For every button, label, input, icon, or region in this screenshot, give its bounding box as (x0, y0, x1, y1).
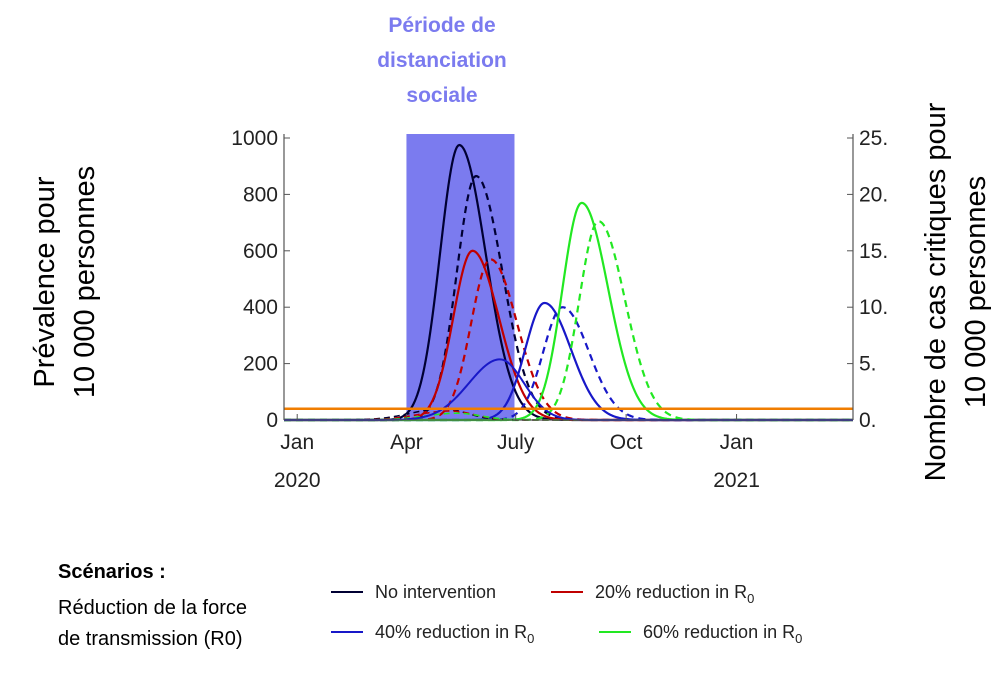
series-line-solid (284, 249, 853, 422)
scenarios-subtitle: Réduction de la force de transmission (R… (58, 593, 318, 655)
series-line-solid (284, 143, 853, 422)
scenarios-subtitle-line: Réduction de la force (58, 597, 248, 619)
legend-label-subscript: 0 (795, 631, 802, 646)
legend-label: 60% reduction in R0 (643, 622, 802, 646)
y-right-tick-label: 0. (859, 409, 877, 432)
legend-label-subscript: 0 (747, 591, 754, 606)
series-line-dashed (284, 306, 853, 422)
x-tick-label: Jan (720, 431, 754, 454)
x-tick-label: July (497, 431, 535, 454)
legend-label: 40% reduction in R0 (375, 622, 534, 646)
y-left-axis-label: Prévalence pour 10 000 personnes (25, 82, 105, 482)
distancing-period-label: Période de distanciation sociale (342, 8, 542, 113)
x-tick-label: Apr (390, 431, 423, 454)
series-line-solid (284, 301, 853, 422)
y-right-label-line: 10 000 personnes (960, 175, 992, 409)
y-right-tick-label: 25. (859, 127, 888, 150)
y-left-tick-label: 800 (243, 183, 278, 206)
x-tick-label: Oct (610, 431, 643, 454)
y-right-axis-label: Nombre de cas critiques pour 10 000 pers… (916, 82, 996, 502)
y-right-label-line: Nombre de cas critiques pour (920, 102, 952, 482)
legend-label-subscript: 0 (527, 631, 534, 646)
series-line-solid (284, 358, 853, 421)
x-tick-year-label: 2021 (713, 469, 760, 492)
y-left-tick-label: 0 (266, 409, 278, 432)
y-left-label-line: Prévalence pour (29, 176, 61, 388)
legend-label: No intervention (375, 582, 496, 602)
x-tick-year-label: 2020 (274, 469, 321, 492)
y-left-label-line: 10 000 personnes (69, 165, 101, 399)
series-line-dashed (284, 174, 853, 422)
scenarios-title: Scénarios : (58, 561, 166, 583)
legend-label: 20% reduction in R0 (595, 582, 754, 606)
y-left-tick-label: 1000 (231, 127, 278, 150)
distancing-label-line: sociale (406, 84, 478, 107)
y-left-tick-label: 400 (243, 296, 278, 319)
distancing-label-line: Période de (388, 14, 496, 37)
distancing-label-line: distanciation (377, 49, 507, 72)
y-right-tick-label: 20. (859, 183, 888, 206)
y-right-tick-label: 10. (859, 296, 888, 319)
y-right-tick-label: 5. (859, 353, 877, 376)
x-tick-label: Jan (280, 431, 314, 454)
scenarios-subtitle-line: de transmission (R0) (58, 628, 243, 650)
y-right-tick-label: 15. (859, 240, 888, 263)
y-left-tick-label: 200 (243, 353, 278, 376)
y-left-tick-label: 600 (243, 240, 278, 263)
series-line-solid (284, 201, 853, 422)
